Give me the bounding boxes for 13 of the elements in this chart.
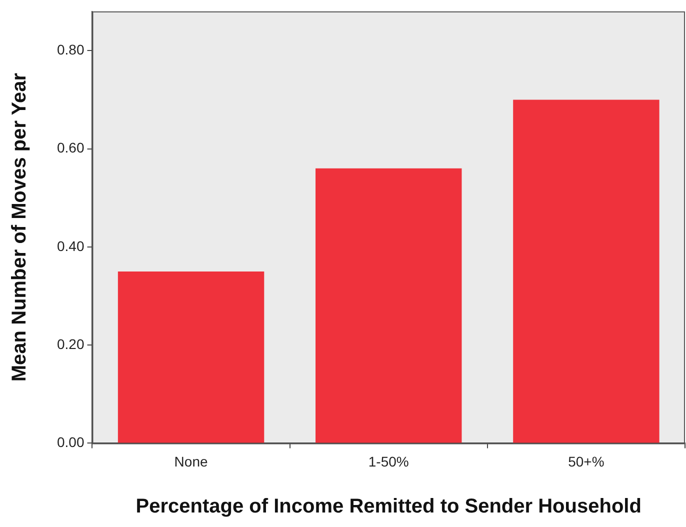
x-tick-label: None bbox=[174, 453, 208, 470]
bar bbox=[513, 100, 660, 443]
bar bbox=[316, 168, 462, 443]
bar bbox=[118, 271, 264, 443]
y-tick-label: 0.60 bbox=[57, 140, 84, 156]
x-tick-label: 50+% bbox=[568, 453, 604, 470]
x-axis-title: Percentage of Income Remitted to Sender Household bbox=[136, 496, 642, 518]
x-tick-label: 1-50% bbox=[368, 453, 409, 470]
y-tick-label: 0.40 bbox=[57, 238, 84, 254]
y-tick-label: 0.20 bbox=[57, 336, 84, 352]
y-axis-title: Mean Number of Moves per Year bbox=[8, 72, 31, 382]
y-tick-label: 0.00 bbox=[57, 434, 84, 450]
y-tick-label: 0.80 bbox=[57, 42, 84, 58]
